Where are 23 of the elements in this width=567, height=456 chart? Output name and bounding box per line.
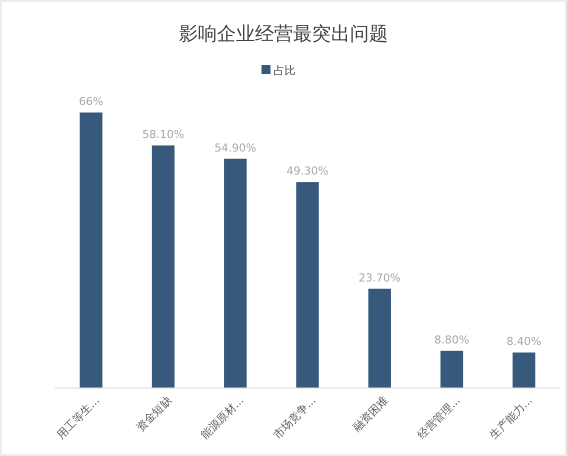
x-tick-label: 资金短缺 [134,394,174,434]
x-tick-label: 能源原材... [198,394,246,442]
bar [440,350,464,388]
data-label: 23.70% [358,271,401,284]
data-label: 54.90% [214,141,256,154]
x-tick-label: 生产能力... [487,394,535,442]
x-tick-label: 融资困难 [350,394,391,434]
data-label: 8.40% [506,335,542,348]
x-tick-label: 市场竞争... [270,394,318,442]
data-label: 49.30% [286,164,328,178]
data-label: 58.10% [142,128,184,141]
x-tick-label: 用工等生... [54,394,102,442]
legend-label: 占比 [274,64,296,77]
bar [152,145,175,388]
bar [224,158,247,388]
data-label: 66% [78,95,104,108]
chart-title: 影响企业经营最突出问题 [179,23,388,45]
bar [80,112,102,388]
data-label: 8.80% [434,333,470,346]
bar [512,352,536,388]
bar [296,182,319,388]
x-tick-label: 经营管理... [415,394,463,442]
bar [368,288,391,388]
